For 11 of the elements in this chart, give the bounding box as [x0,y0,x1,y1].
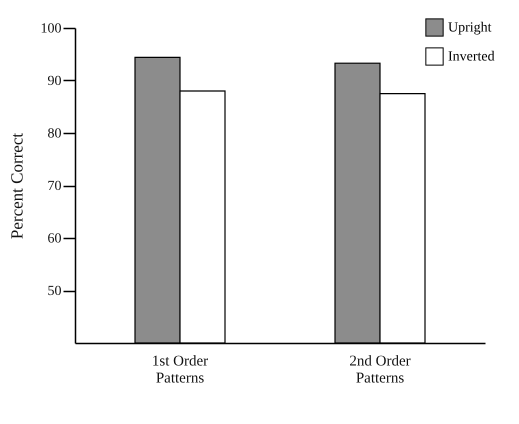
y-axis-title: Percent Correct [8,132,26,240]
y-tick-label: 50 [48,284,62,299]
y-tick-label: 70 [48,179,62,194]
y-tick-label: 60 [48,232,62,246]
x-tick-label: 1st Order Patterns [152,354,208,386]
x-tick-label: 2nd Order Patterns [349,354,411,386]
y-tick-label: 90 [48,74,62,89]
y-tick-label: 80 [48,126,62,142]
legend-label: Inverted [448,50,495,64]
y-tick-label: 100 [40,22,62,36]
legend-label: Upright [448,20,492,36]
